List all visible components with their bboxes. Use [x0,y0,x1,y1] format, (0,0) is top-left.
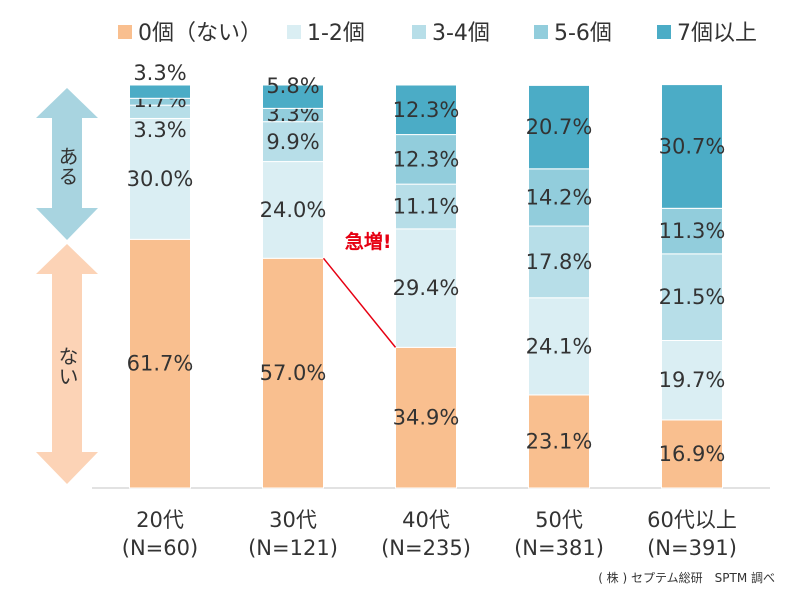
category-n-label: (N=381) [514,536,604,560]
annotation-line [322,257,397,348]
bar-segment [661,84,723,209]
segment-label: 3.3% [133,118,186,142]
segment-label: 3.3% [133,61,186,85]
segment-label: 21.5% [659,285,726,309]
legend-swatch [657,25,671,39]
legend-swatch [412,25,426,39]
bars-group: 61.7%30.0%3.3%1.7%3.3%57.0%24.0%9.9%3.3%… [127,61,726,489]
side-arrows: ある ない [36,88,98,484]
segment-label: 14.2% [526,185,593,209]
segment-label: 17.8% [526,250,593,274]
segment-label: 34.9% [393,406,460,430]
annotation-text: 急増! [345,230,392,253]
category-n-label: (N=391) [647,536,737,560]
bar-segment [661,253,723,342]
annotation-group: 急増! [322,230,397,348]
legend-label: 5-6個 [554,21,612,46]
segment-label: 12.3% [393,147,460,171]
legend-label: 3-4個 [432,21,490,46]
bar-segment [129,117,191,240]
bar-segment [661,340,723,421]
segment-label: 16.9% [659,442,726,466]
source-note: ( 株 ) セプテム総研 SPTM 調べ [598,570,775,585]
category-label: 40代 [402,508,450,532]
segment-label: 5.8% [266,74,319,98]
up-arrow-shape [36,88,98,240]
category-label: 30代 [269,508,317,532]
segment-label: 20.7% [526,115,593,139]
segment-label: 9.9% [266,130,319,154]
segment-label: 29.4% [393,276,460,300]
segment-label: 57.0% [260,361,327,385]
legend: 0個（ない） 1-2個 3-4個 5-6個 7個以上 [118,21,757,46]
category-label: 50代 [535,508,583,532]
bar-segment [395,134,457,185]
segment-label: 30.0% [127,167,194,191]
bar-segment [528,168,590,227]
bar-segment [395,228,457,348]
segment-label: 23.1% [526,429,593,453]
bar-segment [528,394,590,489]
category-n-label: (N=235) [381,536,471,560]
segment-label: 61.7% [127,352,194,376]
bar-segment [395,183,457,230]
category-label: 20代 [136,508,184,532]
segment-label: 24.1% [526,334,593,358]
segment-label: 12.3% [393,98,460,122]
legend-label: 1-2個 [307,21,365,46]
bar-segment [262,84,324,109]
bar-segment [528,225,590,299]
bar-segment [528,84,590,170]
legend-swatch [287,25,301,39]
segment-label: 30.7% [659,134,726,158]
side-label-bottom: ない [55,346,79,386]
segment-label: 19.7% [659,368,726,392]
bar-segment [395,84,457,136]
category-label: 60代以上 [647,508,737,532]
category-n-label: (N=121) [248,536,338,560]
side-label-top: ある [55,146,79,186]
bar-segment [129,238,191,489]
bar-segment [661,207,723,255]
legend-label: 7個以上 [677,21,757,46]
down-arrow-shape [36,244,98,484]
legend-label: 0個（ない） [138,21,262,46]
legend-swatch [534,25,548,39]
segment-label: 11.1% [393,195,460,219]
segment-label: 11.3% [659,219,726,243]
segment-label: 24.0% [260,198,327,222]
bar-segment [661,419,723,489]
bar-segment [395,346,457,489]
bar-segment [528,297,590,396]
bar-segment [129,84,191,99]
category-n-label: (N=60) [122,536,198,560]
category-labels: 20代 (N=60) 30代 (N=121) 40代 (N=235) 50代 (N=381) 6… [122,508,737,560]
legend-swatch [118,25,132,39]
